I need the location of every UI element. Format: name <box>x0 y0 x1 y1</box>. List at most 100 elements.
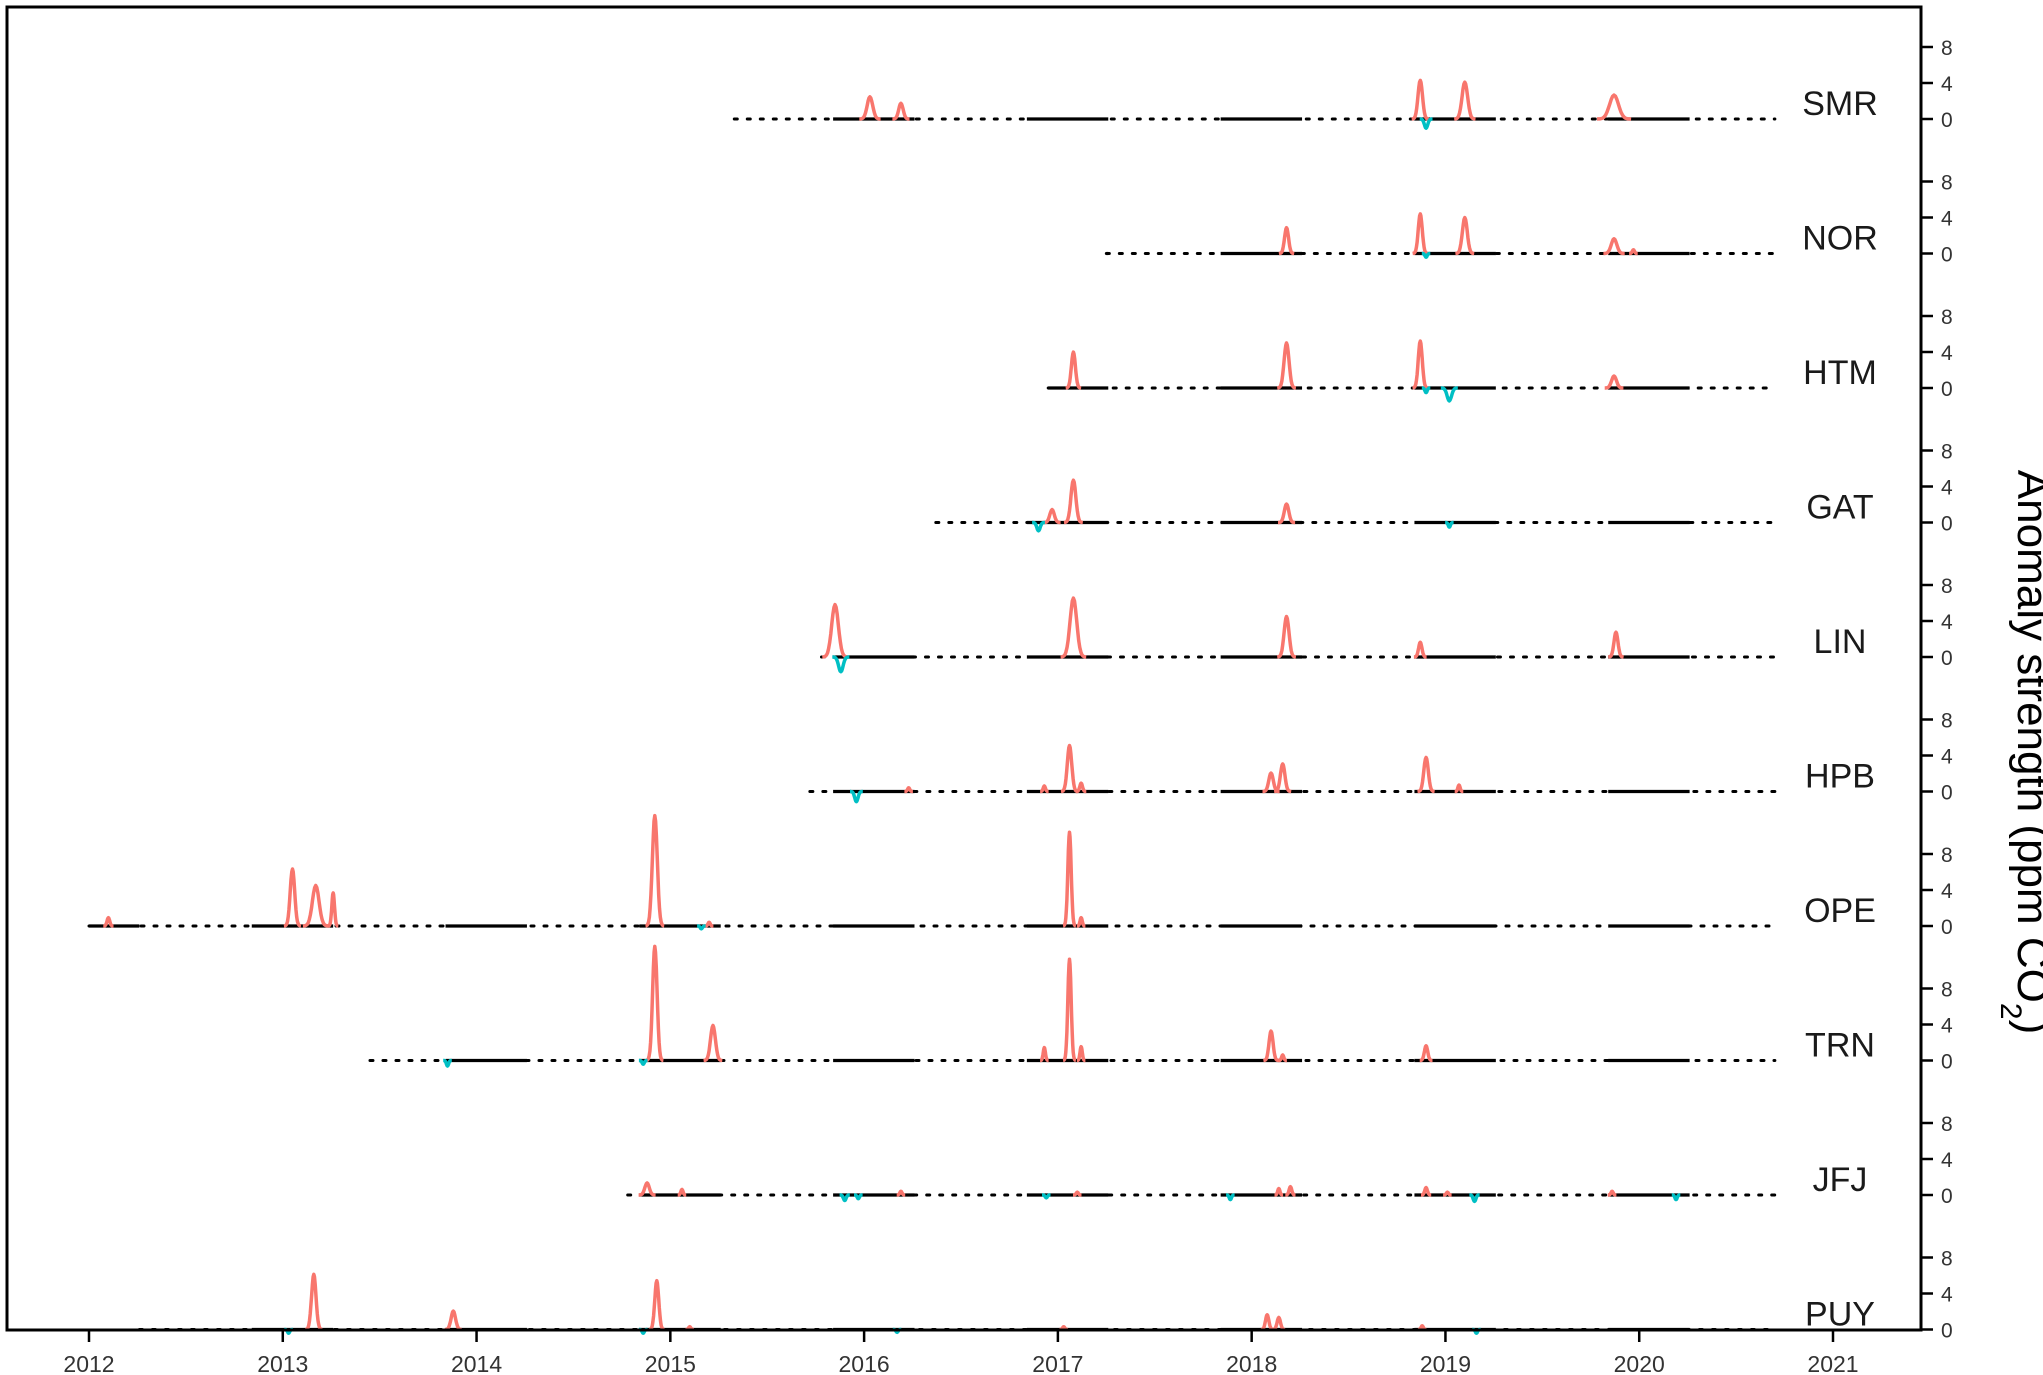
panel-jfj: 0 4 8 JFJ <box>626 1113 1953 1208</box>
y-tick-label: 4 <box>1941 1149 1953 1172</box>
station-label-smr: SMR <box>1802 85 1878 123</box>
y-axis-title-main: Anomaly strength (ppm CO <box>2008 470 2043 1003</box>
positive-anomaly <box>1273 1186 1285 1197</box>
station-label-hpb: HPB <box>1805 758 1875 796</box>
negative-anomaly <box>848 789 864 804</box>
positive-anomaly <box>304 1272 324 1332</box>
y-tick-label: 0 <box>1941 1051 1953 1074</box>
y-tick-label: 0 <box>1941 378 1953 401</box>
positive-anomaly <box>1038 1045 1050 1063</box>
y-tick-label: 0 <box>1941 513 1953 536</box>
y-tick-label: 8 <box>1941 710 1953 733</box>
positive-anomaly <box>1074 781 1088 794</box>
positive-anomaly <box>1441 1190 1454 1197</box>
x-tick-label: 2017 <box>1032 1351 1083 1375</box>
x-tick-label: 2018 <box>1226 1351 1277 1375</box>
positive-anomaly <box>443 1309 463 1332</box>
y-tick-label: 4 <box>1941 342 1953 365</box>
positive-anomaly <box>1059 743 1080 794</box>
plot-border <box>5 5 1923 1332</box>
y-tick-label: 4 <box>1941 477 1953 500</box>
positive-anomaly <box>1419 1185 1433 1197</box>
y-tick-label: 8 <box>1941 844 1953 867</box>
positive-anomaly <box>895 1189 907 1197</box>
y-tick-label: 0 <box>1941 1185 1953 1208</box>
negative-anomaly <box>852 1193 864 1201</box>
x-tick-label: 2019 <box>1420 1351 1471 1375</box>
y-tick-label: 8 <box>1941 306 1953 329</box>
positive-anomaly <box>1453 783 1465 794</box>
y-axis-title-close: ) <box>2008 1020 2043 1035</box>
positive-anomaly <box>903 786 915 794</box>
positive-anomaly <box>1273 762 1293 794</box>
panel-hpb: 0 4 8 HPB <box>808 710 1953 805</box>
positive-anomaly <box>1042 507 1062 525</box>
positive-anomaly <box>1607 630 1625 659</box>
y-axis-title-subscript: 2 <box>1995 1003 2028 1020</box>
positive-anomaly <box>858 95 882 121</box>
x-tick-label: 2016 <box>839 1351 890 1375</box>
positive-anomaly <box>326 891 340 928</box>
positive-anomaly <box>1411 339 1430 390</box>
station-label-gat: GAT <box>1806 489 1873 527</box>
positive-anomaly <box>1276 614 1297 659</box>
positive-anomaly <box>1277 225 1296 256</box>
panel-gat: 0 4 8 GAT <box>934 441 1953 536</box>
negative-anomaly <box>441 1058 454 1068</box>
station-label-puy: PUY <box>1805 1296 1875 1334</box>
positive-anomaly <box>101 915 115 928</box>
positive-anomaly <box>1064 350 1083 390</box>
y-tick-label: 4 <box>1941 1015 1953 1038</box>
y-tick-label: 4 <box>1941 1284 1953 1307</box>
station-label-htm: HTM <box>1803 354 1877 392</box>
station-label-trn: TRN <box>1805 1027 1875 1065</box>
x-axis: 2012 2013 2014 2015 2016 2017 2018 2019 2020 2021 <box>63 1330 1859 1375</box>
positive-anomaly <box>1061 830 1078 928</box>
y-tick-label: 8 <box>1941 441 1953 464</box>
station-label-lin: LIN <box>1814 623 1867 661</box>
positive-anomaly <box>1075 1044 1087 1063</box>
station-label-jfj: JFJ <box>1813 1161 1868 1199</box>
negative-anomaly <box>1040 1193 1052 1200</box>
y-tick-label: 0 <box>1941 1320 1953 1343</box>
negative-anomaly <box>1030 520 1047 533</box>
y-tick-label: 0 <box>1941 782 1953 805</box>
station-panels: 0 4 8 SMR 0 4 8 NOR 0 4 8 HTM 0 4 8 GAT 0 4 8 LIN 0 4 8 HPB 0 4 8 O… <box>87 37 1953 1343</box>
positive-anomaly <box>1059 596 1087 659</box>
negative-anomaly <box>1420 251 1432 259</box>
y-tick-label: 8 <box>1941 1248 1953 1271</box>
positive-anomaly <box>1602 237 1626 256</box>
y-axis-title: Anomaly strength (ppm CO2) <box>1995 470 2043 1034</box>
positive-anomaly <box>891 101 911 121</box>
positive-anomaly <box>645 944 665 1063</box>
negative-anomaly <box>1468 1193 1481 1204</box>
positive-anomaly <box>1416 755 1436 794</box>
positive-anomaly <box>1276 502 1297 525</box>
positive-anomaly <box>1606 1189 1618 1197</box>
negative-anomaly <box>695 924 707 931</box>
y-tick-label: 8 <box>1941 1113 1953 1136</box>
x-tick-label: 2014 <box>451 1351 502 1375</box>
negative-anomaly <box>1670 1193 1682 1202</box>
positive-anomaly <box>1410 78 1430 121</box>
positive-anomaly <box>282 867 303 928</box>
y-tick-label: 0 <box>1941 916 1953 939</box>
panel-htm: 0 4 8 HTM <box>1046 306 1953 403</box>
positive-anomaly <box>1038 784 1050 794</box>
y-tick-label: 4 <box>1941 746 1953 769</box>
panel-lin: 0 4 8 LIN <box>819 575 1953 674</box>
y-tick-label: 8 <box>1941 575 1953 598</box>
panel-nor: 0 4 8 NOR <box>1104 172 1953 267</box>
station-label-ope: OPE <box>1804 892 1876 930</box>
panel-trn: 0 4 8 TRN <box>368 944 1953 1074</box>
y-tick-label: 0 <box>1941 244 1953 267</box>
positive-anomaly <box>1277 1053 1289 1063</box>
positive-anomaly <box>1418 1044 1434 1063</box>
positive-anomaly <box>1259 1313 1275 1332</box>
positive-anomaly <box>1262 1029 1280 1063</box>
positive-anomaly <box>1271 1315 1287 1332</box>
positive-anomaly <box>1276 341 1297 390</box>
positive-anomaly <box>821 602 849 659</box>
y-tick-label: 4 <box>1941 73 1953 96</box>
